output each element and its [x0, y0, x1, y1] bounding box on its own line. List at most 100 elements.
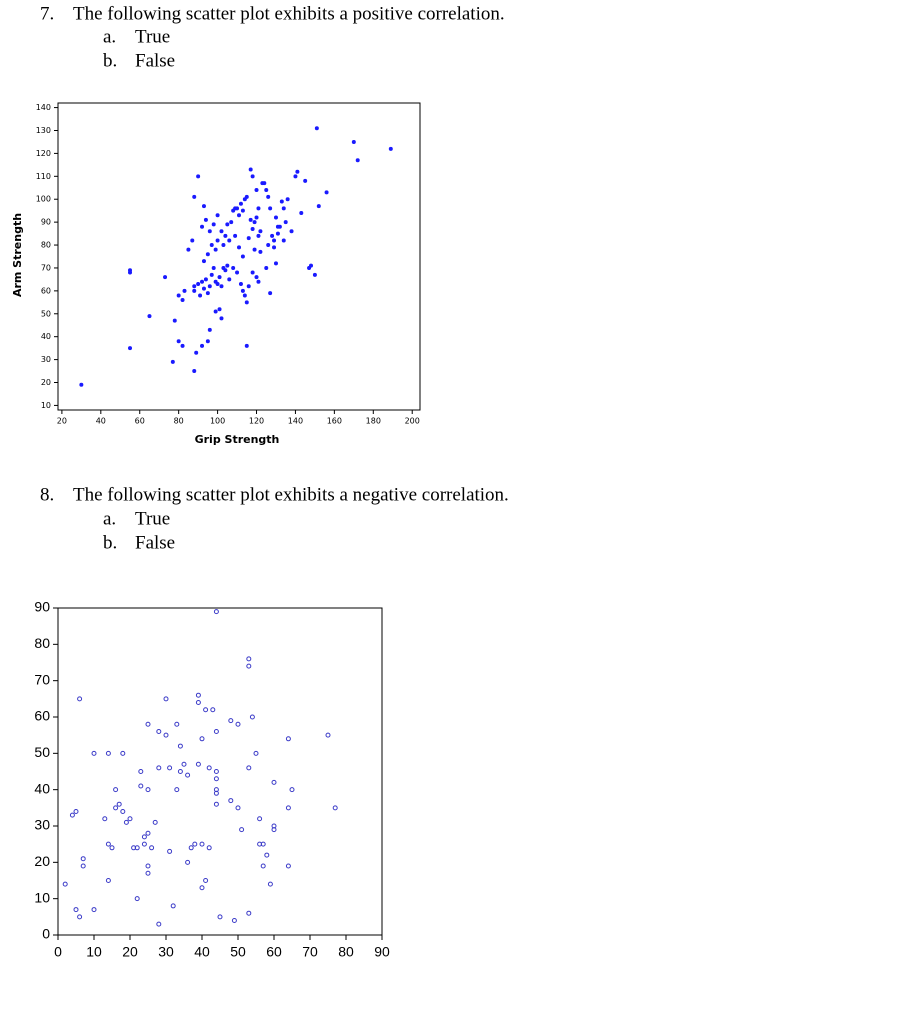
point	[174, 787, 180, 793]
point	[163, 275, 168, 280]
question-text: The following scatter plot exhibits a po…	[73, 3, 505, 24]
point	[201, 259, 206, 264]
point	[264, 852, 270, 858]
point	[295, 169, 300, 174]
point	[145, 787, 151, 793]
point	[77, 914, 83, 920]
point	[79, 382, 84, 387]
option-letter: a.	[103, 508, 116, 529]
point	[80, 856, 86, 862]
point	[227, 238, 232, 243]
point	[206, 765, 212, 771]
point	[205, 339, 210, 344]
point	[237, 213, 242, 218]
y-tick-label: 90	[41, 218, 51, 227]
option-text: False	[135, 532, 175, 553]
point	[254, 275, 259, 280]
option-letter: b.	[103, 532, 117, 553]
point	[225, 222, 230, 227]
point	[149, 845, 155, 851]
point	[233, 233, 238, 238]
point	[250, 227, 255, 232]
point	[254, 188, 259, 193]
y-tick-label: 100	[36, 195, 51, 204]
point	[177, 743, 183, 749]
point	[203, 277, 208, 282]
point	[192, 284, 197, 289]
point	[258, 249, 263, 254]
point	[201, 286, 206, 291]
point	[275, 224, 280, 229]
point	[176, 293, 181, 298]
point	[105, 750, 111, 756]
point	[244, 343, 249, 348]
point	[200, 343, 205, 348]
point	[240, 208, 245, 213]
point	[145, 870, 151, 876]
point	[203, 878, 209, 883]
point	[273, 215, 278, 220]
point	[314, 126, 319, 131]
point	[324, 190, 329, 195]
point	[180, 343, 185, 348]
y-tick-label: 90	[34, 599, 50, 615]
point	[196, 281, 201, 286]
point	[351, 139, 356, 144]
point	[201, 204, 206, 209]
point	[192, 194, 197, 199]
x-tick-label: 60	[266, 943, 282, 959]
point	[267, 881, 273, 887]
point	[73, 907, 79, 913]
point	[285, 197, 290, 202]
plot-frame	[57, 607, 383, 936]
point	[170, 903, 176, 909]
point	[113, 805, 119, 811]
point	[196, 174, 201, 179]
x-tick-label: 10	[86, 943, 102, 959]
point	[167, 848, 173, 854]
y-axis-title: Arm Strength	[11, 213, 24, 297]
x-tick-label: 60	[135, 417, 145, 426]
point	[279, 199, 284, 204]
point	[272, 238, 277, 243]
y-tick-label: 30	[41, 355, 51, 364]
point	[258, 229, 263, 234]
point	[250, 174, 255, 179]
point	[141, 841, 147, 847]
y-tick-label: 140	[36, 103, 51, 112]
point	[256, 279, 261, 284]
point	[303, 178, 308, 183]
point	[123, 819, 129, 825]
point	[231, 917, 237, 923]
x-tick-label: 140	[288, 417, 303, 426]
point	[152, 819, 158, 825]
point	[120, 808, 126, 814]
x-tick-label: 40	[194, 943, 210, 959]
point	[195, 692, 201, 698]
point	[177, 769, 183, 774]
point	[211, 265, 216, 270]
point	[128, 268, 133, 273]
x-tick-label: 200	[405, 417, 420, 426]
point	[285, 863, 291, 869]
point	[185, 859, 191, 865]
point	[213, 309, 218, 314]
point	[199, 885, 205, 891]
point	[227, 277, 232, 282]
x-tick-label: 20	[57, 417, 67, 426]
y-tick-label: 70	[41, 263, 51, 272]
point	[293, 174, 298, 179]
point	[210, 707, 216, 713]
point	[270, 233, 275, 238]
point	[167, 765, 173, 771]
point	[138, 769, 144, 774]
point	[332, 805, 338, 811]
y-tick-label: 30	[34, 817, 50, 833]
point	[170, 359, 175, 364]
point	[213, 801, 219, 807]
point	[113, 787, 119, 793]
point	[120, 750, 126, 756]
point	[174, 721, 180, 727]
point	[223, 233, 228, 238]
